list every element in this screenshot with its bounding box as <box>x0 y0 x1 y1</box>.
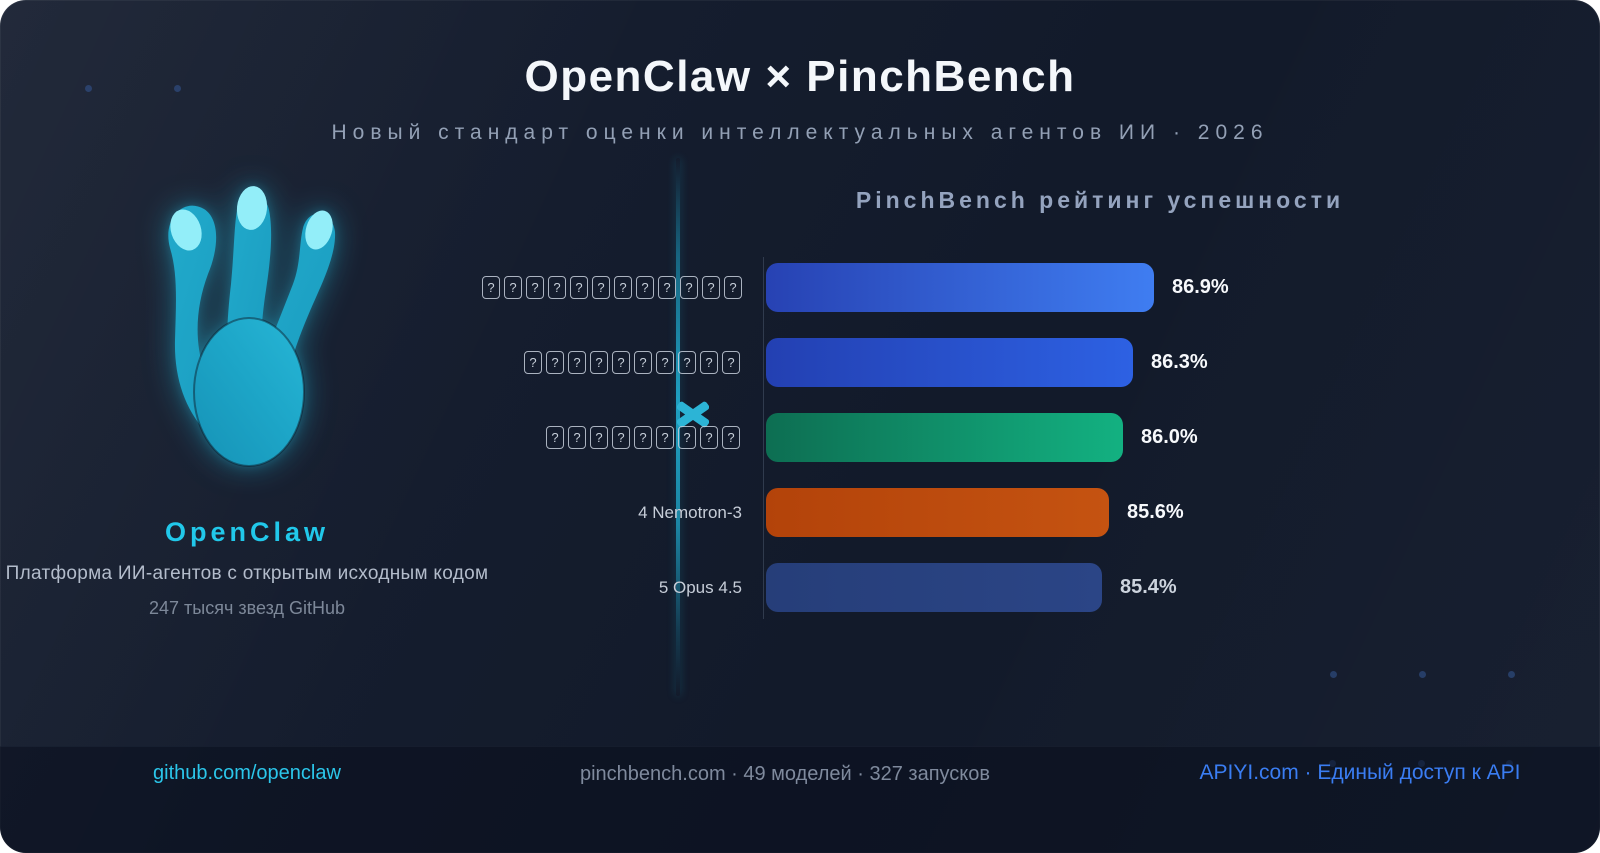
missing-glyph-box: ? <box>658 276 676 299</box>
missing-glyph-box: ? <box>590 426 608 449</box>
missing-glyph-box: ? <box>680 276 698 299</box>
chart-row: ?????????? 86.3% <box>480 338 1270 387</box>
bar-value: 85.4% <box>1120 576 1177 598</box>
bar-value: 86.9% <box>1172 276 1229 298</box>
missing-glyph-box: ? <box>524 351 542 374</box>
decor-dot <box>1508 671 1515 678</box>
github-stars-text: 247 тысяч звезд GitHub <box>149 598 345 618</box>
missing-glyph-box: ? <box>546 426 564 449</box>
bar <box>766 413 1123 462</box>
decor-dot <box>1419 671 1426 678</box>
chart-row: 5 Opus 4.5 85.4% <box>480 563 1270 612</box>
bar <box>766 263 1154 312</box>
footer <box>0 746 1600 853</box>
missing-glyph-box: ? <box>546 351 564 374</box>
decor-dot <box>1330 671 1337 678</box>
chart-row: ????????? 86.0% <box>480 413 1270 462</box>
chart-title: PinchBench рейтинг успешности <box>855 187 1345 213</box>
bar-label: 5 Opus 4.5 <box>658 577 742 597</box>
bar-track: 86.0% <box>766 413 1198 462</box>
missing-glyph-box: ? <box>614 276 632 299</box>
missing-glyph-box: ? <box>700 426 718 449</box>
bar-track: 86.3% <box>766 338 1208 387</box>
page-title: OpenClaw × PinchBench <box>524 52 1076 101</box>
bar-label: ?????????? <box>480 351 742 374</box>
chart-rows: ???????????? 86.9%?????????? 86.3%????????… <box>480 263 1270 612</box>
github-link[interactable]: github.com/openclaw <box>153 762 341 784</box>
decor-dot <box>174 85 181 92</box>
missing-glyph-box: ? <box>634 351 652 374</box>
missing-glyph-box: ? <box>722 351 740 374</box>
missing-glyph-box: ? <box>612 351 630 374</box>
bar <box>766 488 1109 537</box>
chart-axis-line <box>763 257 764 619</box>
missing-glyph-box: ? <box>482 276 500 299</box>
apiyi-link[interactable]: APIYI.com · Единый доступ к API <box>1199 761 1521 784</box>
bar <box>766 563 1102 612</box>
bar-value: 85.6% <box>1127 501 1184 523</box>
missing-glyph-box: ? <box>678 351 696 374</box>
missing-glyph-box: ? <box>612 426 630 449</box>
missing-glyph-box: ? <box>722 426 740 449</box>
missing-glyph-box: ? <box>526 276 544 299</box>
missing-glyph-box: ? <box>700 351 718 374</box>
page-subtitle: Новый стандарт оценки интеллектуальных а… <box>331 121 1269 144</box>
cross-mark-icon <box>677 401 709 428</box>
missing-glyph-box: ? <box>724 276 742 299</box>
bar-label: 4 Nemotron-3 <box>638 502 742 522</box>
bar-track: 85.4% <box>766 563 1177 612</box>
missing-glyph-box: ? <box>634 426 652 449</box>
missing-glyph-box: ? <box>678 426 696 449</box>
missing-glyph-box: ? <box>592 276 610 299</box>
decor-dot <box>85 85 92 92</box>
bar-label: ????????? <box>480 426 742 449</box>
missing-glyph-box: ? <box>656 426 674 449</box>
missing-glyph-box: ? <box>590 351 608 374</box>
bar-track: 85.6% <box>766 488 1184 537</box>
missing-glyph-box: ? <box>548 276 566 299</box>
missing-glyph-box: ? <box>568 426 586 449</box>
missing-glyph-box: ? <box>656 351 674 374</box>
bar-chart: ???????????? 86.9%?????????? 86.3%????????… <box>480 257 1270 638</box>
brand-description: Платформа ИИ-агентов с открытым исходным… <box>5 563 489 584</box>
chart-row: 4 Nemotron-3 85.6% <box>480 488 1270 537</box>
bar <box>766 338 1133 387</box>
brand-name: OpenClaw <box>164 517 330 547</box>
bar-value: 86.0% <box>1141 426 1198 448</box>
bar-label: ???????????? <box>480 276 742 299</box>
bar-track: 86.9% <box>766 263 1229 312</box>
missing-glyph-box: ? <box>568 351 586 374</box>
openclaw-logo-icon <box>168 186 336 467</box>
missing-glyph-box: ? <box>636 276 654 299</box>
chart-row: ???????????? 86.9% <box>480 263 1270 312</box>
pinchbench-stats-text: pinchbench.com · 49 моделей · 327 запуск… <box>579 763 991 785</box>
missing-glyph-box: ? <box>570 276 588 299</box>
missing-glyph-box: ? <box>702 276 720 299</box>
bar-value: 86.3% <box>1151 351 1208 373</box>
missing-glyph-box: ? <box>504 276 522 299</box>
